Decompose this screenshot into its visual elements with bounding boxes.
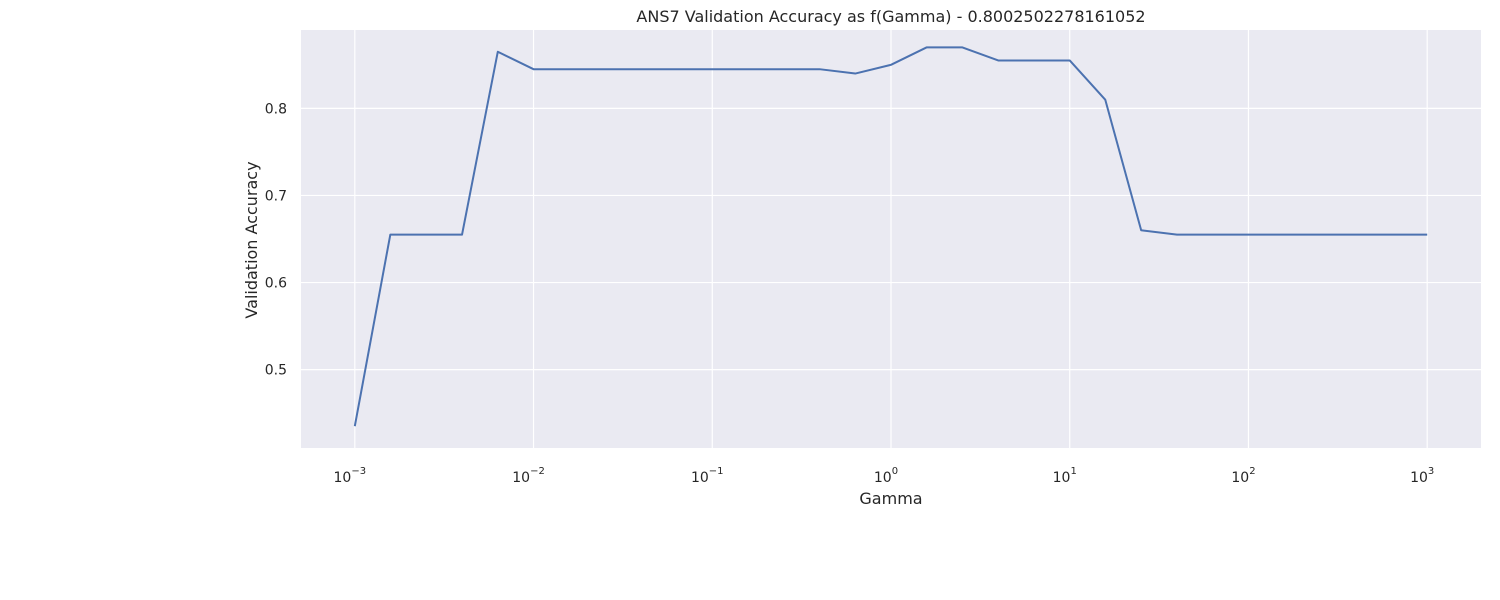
x-tick-labels: 10−3 10−2 10−1 100 101 102 103: [334, 466, 1435, 486]
x-tick-label: 10−3: [334, 466, 367, 486]
y-tick-label: 0.5: [265, 363, 287, 379]
x-tick-label: 102: [1231, 466, 1255, 486]
x-tick-label: 101: [1053, 466, 1077, 486]
series-line: [353, 46, 1428, 427]
y-tick-label: 0.6: [265, 276, 287, 292]
y-tick-labels: 0.5 0.6 0.7 0.8: [265, 101, 287, 378]
y-axis-label: Validation Accuracy: [242, 161, 261, 318]
x-tick-label: 10−1: [691, 466, 724, 486]
series-lines: [353, 46, 1428, 427]
x-tick-label: 100: [874, 466, 898, 486]
x-axis-label: Gamma: [859, 489, 922, 508]
y-tick-label: 0.7: [265, 188, 287, 204]
y-tick-label: 0.8: [265, 101, 287, 117]
x-tick-label: 10−2: [512, 466, 545, 486]
grid: [301, 30, 1481, 448]
chart-title: ANS7 Validation Accuracy as f(Gamma) - 0…: [636, 7, 1145, 26]
x-tick-label: 103: [1410, 466, 1434, 486]
